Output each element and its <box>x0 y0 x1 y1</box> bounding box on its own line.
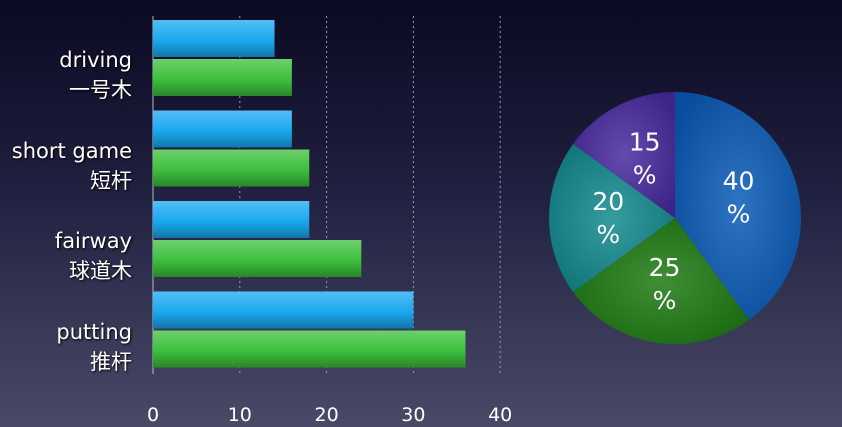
category-label-zh: 推杆 <box>90 349 132 374</box>
x-axis-ticks: 0 10 20 30 40 <box>147 404 512 426</box>
bar <box>153 149 310 187</box>
category-label-zh: 球道木 <box>69 259 132 283</box>
pie-slice-label: 20% <box>592 187 624 249</box>
bar <box>153 291 414 329</box>
bars <box>153 20 466 368</box>
category-label: putting 推杆 <box>56 317 132 377</box>
category-label-en: driving <box>59 48 132 72</box>
category-label-en: fairway <box>54 229 132 253</box>
bar <box>153 59 292 96</box>
bar <box>153 330 466 368</box>
bar <box>153 201 310 238</box>
bar <box>153 240 362 277</box>
category-label-en: short game <box>11 138 132 163</box>
pie-slice <box>573 91 675 218</box>
x-tick-label: 20 <box>315 404 339 426</box>
pie-slice-label: 15% <box>629 127 661 189</box>
pie-slice <box>573 218 750 344</box>
x-tick-label: 10 <box>228 404 252 426</box>
x-tick-label: 40 <box>488 404 512 426</box>
pie-slice <box>675 92 801 320</box>
bar <box>153 20 275 57</box>
pie-slice-label: 40% <box>723 166 755 228</box>
pie-slices <box>549 91 801 344</box>
category-label: short game 短杆 <box>12 136 132 196</box>
category-label-zh: 短杆 <box>90 168 132 193</box>
category-label: driving 一号木 <box>59 45 132 105</box>
pie-slice-label: 25% <box>649 253 681 315</box>
pie-labels: 40 % 25 % 20 %15% <box>592 127 754 314</box>
x-tick-label: 30 <box>401 404 425 426</box>
category-label: fairway 球道木 <box>55 226 132 286</box>
bar <box>153 110 292 148</box>
category-label-zh: 一号木 <box>69 78 132 102</box>
x-tick-label: 0 <box>147 404 159 426</box>
pie-chart: 40 % 25 % 20 %15% <box>549 91 801 344</box>
pie-slice <box>549 143 675 293</box>
category-label-en: putting <box>56 319 132 344</box>
